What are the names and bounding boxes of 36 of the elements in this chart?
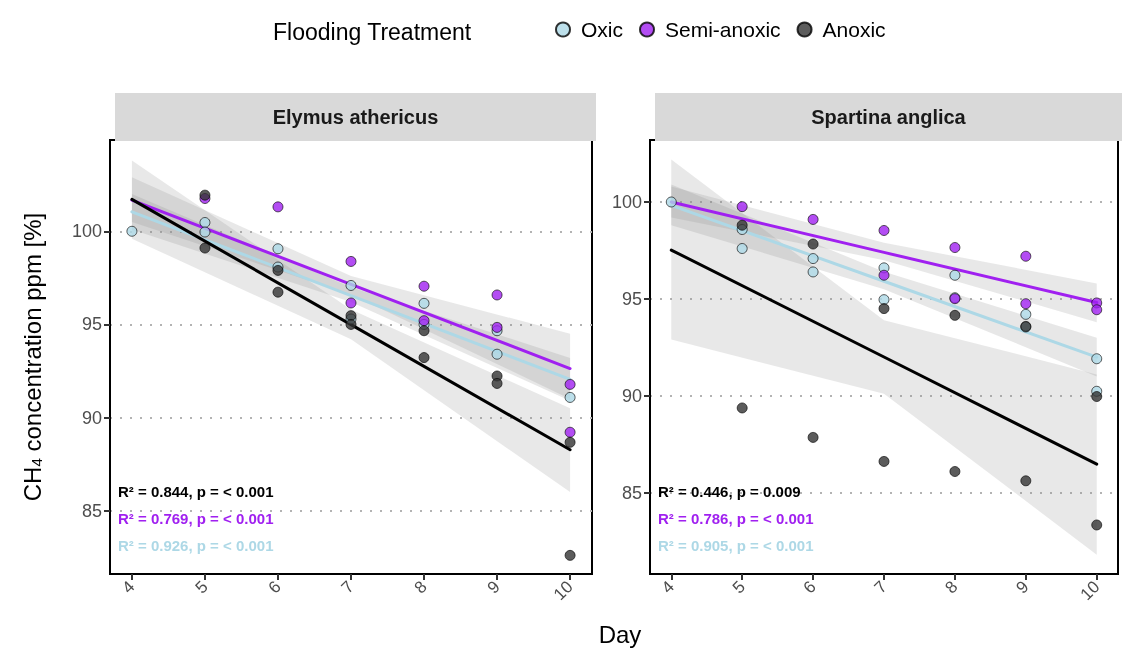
y-tick-label: 90	[621, 385, 642, 406]
annotation: R² = 0.926, p = < 0.001	[118, 537, 274, 554]
y-tick-label: 90	[81, 407, 102, 428]
x-tick-label: 8	[410, 577, 431, 598]
legend-label: Semi-anoxic	[665, 18, 781, 41]
legend-title: Flooding Treatment	[273, 18, 472, 45]
y-tick-label: 85	[621, 482, 642, 503]
x-tick-label: 5	[728, 577, 749, 598]
x-tick-label: 7	[870, 577, 891, 598]
y-tick-label: 95	[621, 288, 642, 309]
y-tick-label: 95	[81, 314, 102, 335]
annotation: R² = 0.786, p = < 0.001	[658, 510, 814, 527]
x-tick-label: 10	[1076, 577, 1104, 605]
annotation: R² = 0.905, p = < 0.001	[658, 537, 814, 554]
y-tick-label: 85	[81, 500, 102, 521]
legend-label: Oxic	[581, 18, 623, 41]
x-tick-label: 5	[191, 577, 212, 598]
x-tick-label: 10	[550, 577, 577, 605]
x-tick-label: 4	[657, 577, 678, 598]
chart-title: Elymus athericus	[272, 106, 439, 128]
annotation: R² = 0.844, p = < 0.001	[118, 483, 274, 500]
y-tick-label: 100	[611, 192, 642, 212]
y-axis-title: CH4 concentration ppm [%]	[18, 212, 46, 502]
x-axis-title: Day	[598, 620, 642, 648]
chart-title: Spartina anglica	[811, 106, 967, 128]
y-tick-label: 100	[71, 221, 102, 242]
x-tick-label: 9	[483, 577, 504, 598]
annotation: R² = 0.446, p = 0.009	[658, 483, 801, 500]
x-tick-label: 6	[799, 577, 820, 598]
annotation: R² = 0.769, p = < 0.001	[118, 510, 274, 527]
x-tick-label: 9	[1012, 577, 1033, 598]
x-tick-label: 6	[264, 577, 285, 598]
legend-label: Anoxic	[822, 18, 886, 41]
x-tick-label: 4	[118, 577, 139, 598]
x-tick-label: 7	[337, 577, 358, 598]
x-tick-label: 8	[941, 577, 962, 598]
